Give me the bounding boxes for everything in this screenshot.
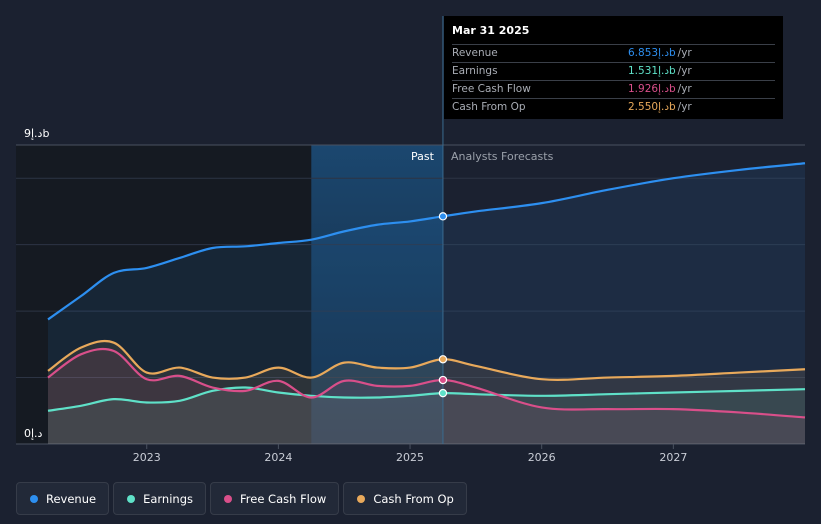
legend-item-revenue[interactable]: Revenue (16, 482, 110, 515)
legend-item-free-cash-flow[interactable]: Free Cash Flow (210, 482, 340, 515)
free-cash-flow-marker (438, 375, 448, 385)
data-tooltip: Mar 31 2025 Revenue 6.853د.إb/yr Earning… (444, 16, 783, 119)
y-axis-top-label: 9د.إb (24, 127, 49, 140)
earnings-line (47, 386, 806, 412)
tooltip-unit: /yr (677, 47, 692, 59)
legend-item-cash-from-op[interactable]: Cash From Op (343, 482, 467, 515)
tooltip-label: Cash From Op (452, 101, 526, 113)
earnings-dot-icon (127, 494, 136, 503)
tooltip-row-revenue: Revenue 6.853د.إb/yr (452, 44, 775, 62)
tooltip-unit: /yr (677, 83, 692, 95)
x-tick-label: 2024 (264, 451, 292, 464)
revenue-marker (438, 212, 448, 221)
x-tick-label: 2023 (133, 451, 161, 464)
revenue-area (48, 163, 805, 444)
series-markers (438, 212, 448, 398)
legend-label: Revenue (46, 491, 97, 506)
x-tick-label: 2026 (528, 451, 556, 464)
cash-from-op-marker (438, 355, 448, 364)
y-axis-bottom-label: 0د.إ (24, 427, 43, 440)
earnings-marker (438, 388, 448, 398)
tooltip-row-free-cash-flow: Free Cash Flow 1.926د.إb/yr (452, 80, 775, 98)
x-tick-label: 2025 (396, 451, 424, 464)
x-tick-label: 2027 (659, 451, 687, 464)
cash-from-op-dot-icon (357, 494, 366, 503)
tooltip-label: Revenue (452, 47, 498, 59)
earnings-area (48, 387, 805, 444)
tooltip-label: Earnings (452, 65, 498, 77)
free-cash-flow-dot-icon (224, 494, 232, 503)
legend: Revenue Earnings Free Cash Flow Cash Fro… (16, 482, 467, 515)
free-cash-flow-area (48, 349, 805, 444)
legend-label: Free Cash Flow (240, 491, 327, 506)
series-lines (47, 162, 806, 419)
tooltip-value: 2.550د.إb (628, 101, 676, 113)
tooltip-row-earnings: Earnings 1.531د.إb/yr (452, 62, 775, 80)
series-areas (48, 163, 805, 444)
tooltip-unit: /yr (677, 65, 692, 77)
tooltip-value: 1.531د.إb (628, 65, 676, 77)
tooltip-row-cash-from-op: Cash From Op 2.550د.إb/yr (452, 98, 775, 116)
tooltip-label: Free Cash Flow (452, 83, 531, 95)
tooltip-unit: /yr (677, 101, 692, 113)
legend-label: Earnings (143, 491, 193, 506)
revenue-dot-icon (30, 494, 38, 503)
forecast-label: Analysts Forecasts (451, 150, 554, 163)
cash-from-op-area (48, 341, 805, 444)
x-axis-ticks: 2023 2024 2025 2026 2027 (133, 444, 687, 464)
cash-from-op-line (47, 339, 806, 381)
tooltip-value: 6.853د.إb (628, 47, 676, 59)
legend-label: Cash From Op (373, 491, 454, 506)
tooltip-value: 1.926د.إb (628, 83, 676, 95)
free-cash-flow-line (47, 347, 806, 419)
legend-item-earnings[interactable]: Earnings (113, 482, 206, 515)
tooltip-date: Mar 31 2025 (452, 24, 530, 37)
past-label: Past (411, 150, 435, 163)
revenue-line (47, 162, 806, 321)
